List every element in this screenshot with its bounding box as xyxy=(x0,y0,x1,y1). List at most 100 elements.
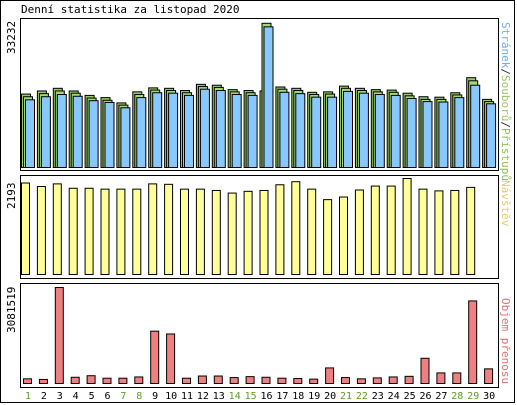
day-label: 23 xyxy=(372,391,384,402)
pages-bar xyxy=(486,103,497,168)
traffic-bar xyxy=(293,378,303,384)
pages-bar xyxy=(199,88,210,168)
pages-bar xyxy=(358,92,369,168)
day-label: 16 xyxy=(260,391,272,402)
traffic-bar xyxy=(277,377,287,385)
visits-bar xyxy=(68,187,78,275)
pages-bar xyxy=(231,94,242,168)
day-label: 3 xyxy=(57,391,63,402)
visits-bar xyxy=(148,183,158,275)
pages-bar xyxy=(168,92,179,168)
day-label: 28 xyxy=(451,391,463,402)
visits-bar xyxy=(243,190,253,275)
visits-bar xyxy=(418,188,428,275)
visits-bar xyxy=(180,188,189,275)
traffic-bar xyxy=(372,377,382,384)
pages-bar xyxy=(390,94,401,168)
day-label: 2 xyxy=(41,391,47,402)
traffic-bar xyxy=(325,367,335,385)
day-label: 27 xyxy=(435,391,447,402)
day-label: 6 xyxy=(104,391,110,402)
traffic-bar xyxy=(134,376,144,384)
traffic-bar xyxy=(484,368,494,385)
day-label: 18 xyxy=(292,391,304,402)
traffic-bar xyxy=(356,378,366,384)
visits-bar xyxy=(466,186,476,275)
visits-bar xyxy=(291,181,301,275)
day-label: 8 xyxy=(136,391,142,402)
traffic-bar xyxy=(70,376,80,385)
pages-bar xyxy=(184,94,194,168)
day-label: 9 xyxy=(152,391,158,402)
day-label: 15 xyxy=(245,391,257,402)
traffic-bar xyxy=(38,378,48,384)
visits-bar xyxy=(402,178,412,275)
day-label: 5 xyxy=(89,391,95,402)
pages-bar xyxy=(215,90,226,168)
pages-bar xyxy=(454,97,465,168)
day-label: 14 xyxy=(229,391,241,402)
pages-bar xyxy=(311,96,322,168)
pages-bar xyxy=(72,95,83,168)
pages-bar xyxy=(120,107,131,168)
pages-bar xyxy=(374,94,385,168)
traffic-bar xyxy=(150,330,160,384)
day-label: 29 xyxy=(467,391,479,402)
traffic-bar xyxy=(468,300,478,384)
traffic-bar xyxy=(118,377,128,385)
traffic-panel xyxy=(20,283,499,388)
visits-bar xyxy=(164,183,174,275)
traffic-bar xyxy=(388,376,398,384)
pages-bar xyxy=(152,92,163,168)
day-label: 1 xyxy=(25,391,31,402)
visits-bar xyxy=(211,189,221,276)
visits-bar xyxy=(450,189,460,276)
chart-title: Denní statistika za listopad 2020 xyxy=(21,3,240,16)
visits-bar xyxy=(84,187,94,275)
visits-bar xyxy=(323,199,333,276)
day-label: 4 xyxy=(73,391,79,402)
day-label: 12 xyxy=(197,391,209,402)
traffic-bar xyxy=(309,378,319,385)
traffic-bar xyxy=(23,378,32,384)
traffic-bar xyxy=(54,287,64,384)
traffic-bar xyxy=(182,377,191,385)
visits-bar xyxy=(100,188,110,275)
pages-bar xyxy=(25,99,35,168)
day-label: 30 xyxy=(483,391,495,402)
visits-bar xyxy=(195,188,205,275)
traffic-bar xyxy=(452,372,462,384)
traffic-bar xyxy=(245,376,255,385)
traffic-bar xyxy=(102,377,112,385)
traffic-bar xyxy=(341,377,350,384)
visits-bar xyxy=(259,189,269,276)
day-label: 17 xyxy=(276,391,288,402)
pages-bar xyxy=(136,97,147,168)
traffic-bar xyxy=(436,372,446,384)
day-label: 22 xyxy=(356,391,368,402)
traffic-bar xyxy=(213,375,223,384)
pages-bar xyxy=(406,97,417,168)
day-label: 19 xyxy=(308,391,320,402)
visits-bar xyxy=(21,182,30,276)
visits-bar xyxy=(386,185,396,275)
day-label: 11 xyxy=(181,391,193,402)
visits-bar xyxy=(339,196,348,276)
day-label: 26 xyxy=(419,391,431,402)
day-label: 10 xyxy=(165,391,177,402)
visits-bar xyxy=(116,188,126,275)
pages-bar xyxy=(438,101,449,168)
pages-bar xyxy=(295,93,306,168)
visits-bar xyxy=(132,188,142,275)
pages-bar xyxy=(327,96,338,168)
pages-bar xyxy=(422,101,433,168)
day-label: 13 xyxy=(213,391,225,402)
traffic-bar xyxy=(261,376,271,385)
visits-bar xyxy=(307,188,317,275)
pages-bar xyxy=(470,84,481,168)
traffic-bar xyxy=(86,375,96,385)
visits-bar xyxy=(227,192,237,275)
traffic-bar xyxy=(166,333,176,384)
